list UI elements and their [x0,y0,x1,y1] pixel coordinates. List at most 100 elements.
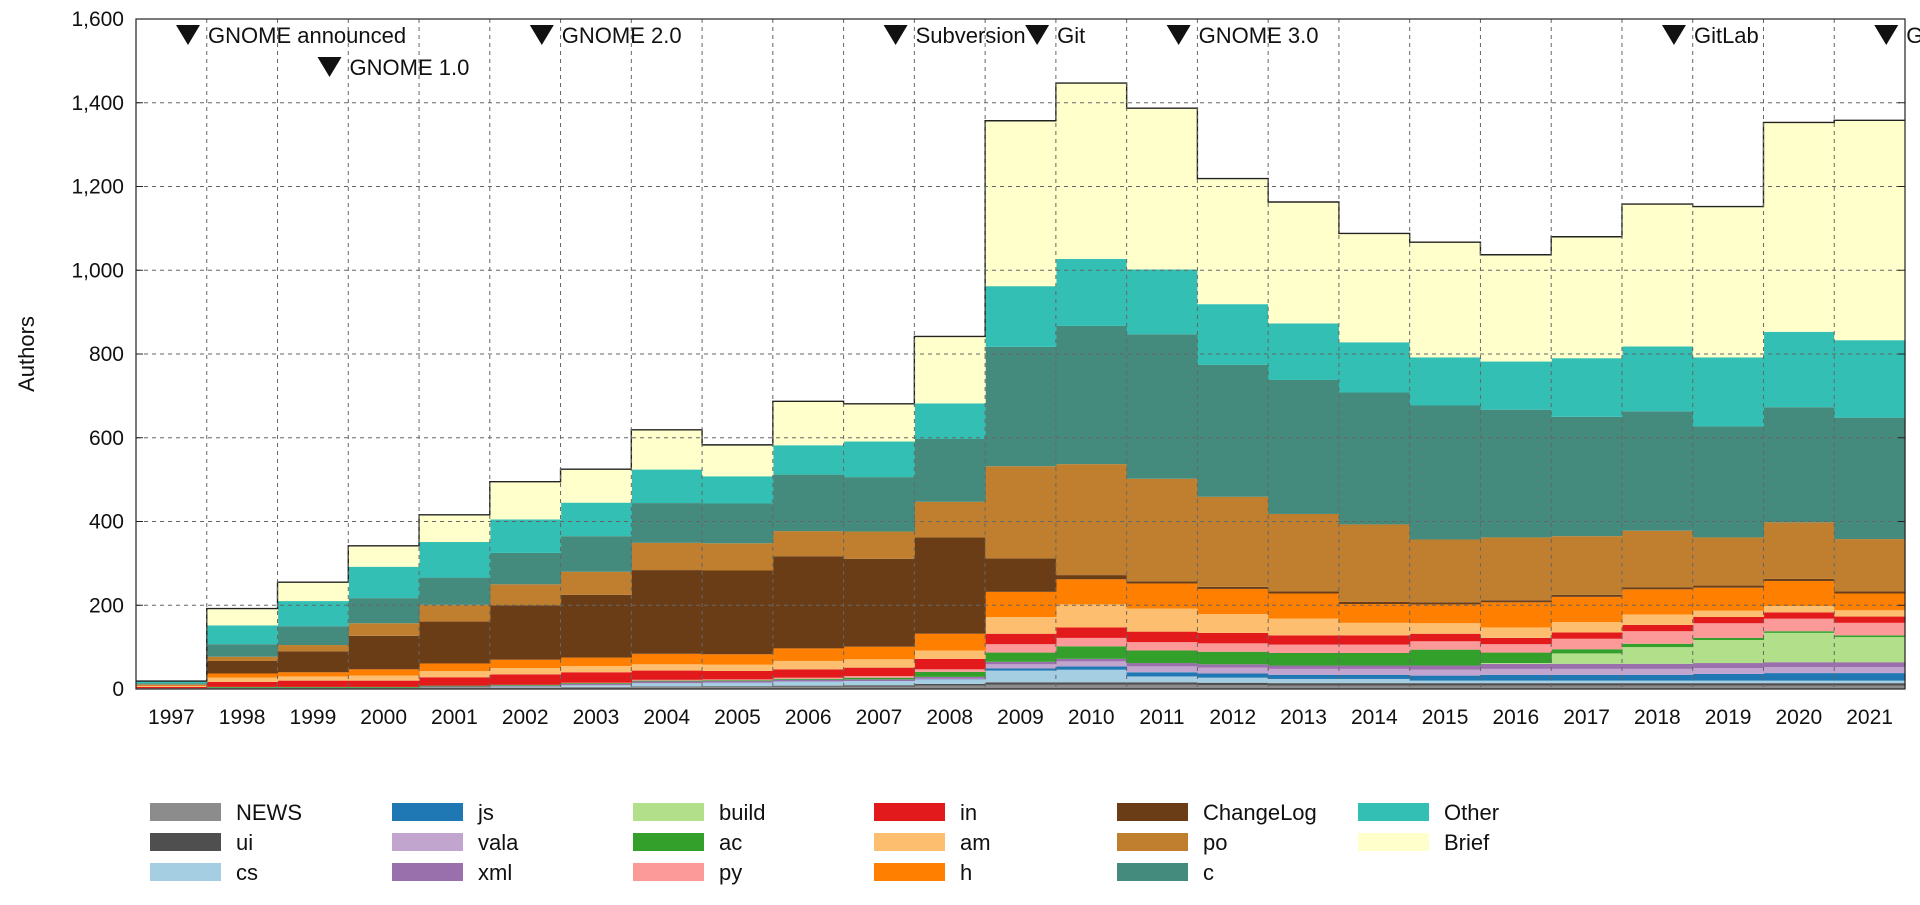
area-segment-h-2013 [1268,594,1339,619]
y-tick-label: 1,000 [71,259,124,282]
x-tick-label: 2007 [856,706,903,729]
area-segment-brief-2017 [1551,237,1622,358]
area-segment-ac-2005 [702,680,773,681]
area-segment-changelog-2019 [1693,586,1764,588]
area-segment-py-2006 [773,678,844,679]
area-segment-ui-2018 [1622,683,1693,686]
area-segment-cs-2010 [1056,670,1127,683]
area-segment-build-2018 [1622,647,1693,664]
area-segment-ui-2008 [914,684,985,686]
area-segment-po-2003 [561,572,632,595]
area-segment-py-2014 [1339,645,1410,653]
legend-swatch-cs [150,863,221,881]
area-segment-brief-1999 [278,582,349,601]
area-segment-po-2010 [1056,464,1127,575]
legend-label-in: in [960,800,977,825]
area-segment-am-2017 [1551,622,1622,632]
area-segment-in-2001 [419,677,490,685]
area-segment-ac-2016 [1480,653,1551,663]
area-segment-c-2010 [1056,326,1127,464]
area-segment-changelog-2004 [631,570,702,654]
area-segment-h-2008 [914,634,985,651]
area-segment-c-1998 [207,644,278,657]
area-segment-py-2004 [631,680,702,681]
x-tick-label: 2015 [1422,706,1469,729]
area-segment-am-2001 [419,671,490,677]
area-segment-cs-2005 [702,683,773,686]
area-segment-py-2011 [1127,642,1198,650]
area-segment-c-2011 [1127,334,1198,478]
area-segment-changelog-2014 [1339,602,1410,604]
area-segment-brief-2003 [561,469,632,503]
area-segment-ui-2015 [1410,683,1481,686]
x-tick-label: 2011 [1139,706,1184,729]
area-segment-po-1999 [278,645,349,651]
area-segment-po-2014 [1339,524,1410,601]
area-segment-brief-2018 [1622,204,1693,346]
area-segment-h-2010 [1056,579,1127,604]
area-segment-h-2004 [631,654,702,664]
area-segment-po-2019 [1693,537,1764,585]
area-segment-cs-2007 [844,681,915,685]
area-segment-po-2011 [1127,479,1198,582]
area-segment-cs-2003 [561,685,632,687]
area-segment-h-2015 [1410,604,1481,623]
legend-label-ui: ui [236,830,253,855]
area-segment-in-2002 [490,674,561,684]
area-segment-c-2021 [1834,418,1905,539]
x-tick-label: 2019 [1705,706,1752,729]
area-segment-other-2005 [702,476,773,503]
area-segment-in-2016 [1480,638,1551,644]
area-segment-po-2021 [1834,539,1905,591]
area-segment-in-2014 [1339,635,1410,644]
area-segment-po-2005 [702,543,773,570]
area-segment-cs-2013 [1268,679,1339,683]
area-segment-xml-2007 [844,679,915,681]
area-segment-am-2014 [1339,623,1410,636]
area-segment-c-2004 [631,503,702,543]
area-segment-vala-2009 [985,664,1056,668]
area-segment-in-1998 [207,682,278,687]
x-tick-label: 2002 [502,706,549,729]
area-segment-in-2017 [1551,632,1622,638]
area-segment-changelog-2008 [914,537,985,633]
y-tick-label: 1,200 [71,176,124,199]
area-segment-ac-2010 [1056,646,1127,659]
area-segment-ac-2019 [1693,638,1764,640]
area-segment-in-2008 [914,659,985,669]
area-segment-c-2003 [561,536,632,572]
event-label: Git [1057,23,1085,48]
area-segment-cs-2014 [1339,679,1410,683]
area-segment-c-1997 [136,683,207,684]
area-segment-brief-2009 [985,121,1056,286]
area-segment-py-2020 [1763,619,1834,632]
area-segment-py-2013 [1268,645,1339,653]
area-segment-in-2005 [702,671,773,679]
area-segment-other-2009 [985,286,1056,347]
area-segment-in-2019 [1693,617,1764,623]
area-segment-other-2017 [1551,358,1622,417]
area-segment-py-2015 [1410,641,1481,649]
area-segment-brief-2002 [490,482,561,520]
area-segment-h-2017 [1551,597,1622,622]
area-segment-h-2020 [1763,581,1834,606]
area-segment-xml-2003 [561,684,632,685]
x-tick-label: 2010 [1068,706,1115,729]
area-segment-in-2009 [985,634,1056,644]
area-segment-xml-2006 [773,680,844,682]
event-marker-icon [318,57,342,77]
x-tick-label: 1998 [219,706,266,729]
y-tick-label: 1,400 [71,92,124,115]
area-segment-in-1997 [136,687,207,688]
area-segment-build-2020 [1763,633,1834,662]
area-segment-changelog-2006 [773,556,844,648]
area-segment-po-2006 [773,531,844,556]
area-segment-am-2010 [1056,604,1127,627]
area-segment-ui-2020 [1763,683,1834,686]
area-segment-cs-2004 [631,683,702,686]
area-segment-py-2007 [844,676,915,678]
area-segment-h-2006 [773,648,844,661]
legend-swatch-ac [633,833,704,851]
area-segment-cs-2009 [985,671,1056,683]
